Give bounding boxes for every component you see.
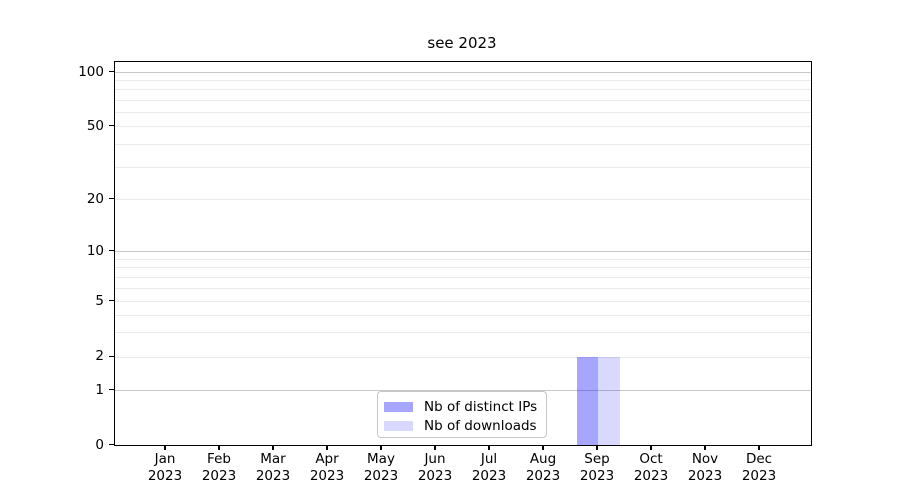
y-tick-mark	[109, 389, 114, 391]
x-tick-mark	[272, 445, 274, 450]
minor-gridline	[115, 99, 811, 101]
minor-gridline	[115, 267, 811, 269]
minor-gridline	[115, 301, 811, 302]
x-tick-mark	[488, 445, 490, 450]
minor-gridline	[115, 143, 811, 145]
x-tick-label: Jul 2023	[471, 451, 507, 484]
x-tick-label: Nov 2023	[687, 451, 723, 484]
minor-gridline	[115, 276, 811, 278]
minor-gridline	[115, 287, 811, 289]
x-tick-mark	[380, 445, 382, 450]
y-tick-mark	[109, 355, 114, 357]
chart-title: see 2023	[427, 34, 497, 52]
x-tick-label: Jan 2023	[147, 451, 183, 484]
legend-row-distinct-ips: Nb of distinct IPs	[384, 397, 546, 416]
legend-row-downloads: Nb of downloads	[384, 416, 546, 435]
legend: Nb of distinct IPs Nb of downloads	[377, 391, 547, 438]
x-tick-mark	[758, 445, 760, 450]
x-tick-label: May 2023	[363, 451, 399, 484]
x-tick-mark	[650, 445, 652, 450]
y-tick-label: 2	[95, 348, 104, 364]
bar-nb-of-downloads	[598, 356, 620, 445]
y-tick-mark	[109, 198, 114, 200]
minor-gridline	[115, 126, 811, 127]
x-tick-label: Jun 2023	[417, 451, 453, 484]
y-tick-mark	[109, 300, 114, 302]
plot-area	[114, 61, 812, 446]
y-tick-mark	[109, 444, 114, 446]
y-tick-label: 0	[95, 436, 104, 453]
minor-gridline	[115, 199, 811, 200]
x-tick-label: Mar 2023	[255, 451, 291, 484]
minor-gridline	[115, 89, 811, 91]
y-tick-mark	[109, 71, 114, 73]
x-tick-mark	[218, 445, 220, 450]
bar-nb-of-distinct-ips	[576, 356, 598, 445]
y-tick-label: 100	[78, 63, 104, 80]
y-tick-label: 20	[86, 190, 104, 207]
minor-gridline	[115, 80, 811, 82]
y-tick-mark	[109, 125, 114, 127]
minor-gridline	[115, 314, 811, 316]
minor-gridline	[115, 258, 811, 260]
x-tick-mark	[542, 445, 544, 450]
x-tick-mark	[434, 445, 436, 450]
y-tick-label: 1	[95, 381, 104, 398]
y-tick-label: 50	[86, 117, 104, 134]
x-tick-label: Aug 2023	[525, 451, 561, 484]
x-tick-label: Dec 2023	[741, 451, 777, 484]
y-tick-mark	[109, 250, 114, 252]
x-tick-label: Feb 2023	[201, 451, 237, 484]
y-tick-label: 10	[86, 242, 104, 259]
major-gridline	[115, 390, 811, 391]
y-tick-label: 5	[95, 292, 104, 309]
minor-gridline	[115, 356, 811, 358]
minor-gridline	[115, 331, 811, 333]
major-gridline	[115, 72, 811, 73]
legend-label-downloads: Nb of downloads	[424, 417, 537, 434]
x-tick-mark	[704, 445, 706, 450]
legend-swatch-distinct-ips	[384, 401, 413, 412]
legend-label-distinct-ips: Nb of distinct IPs	[424, 398, 538, 415]
x-tick-label: Apr 2023	[309, 451, 345, 484]
x-tick-label: Sep 2023	[579, 451, 615, 484]
x-tick-mark	[596, 445, 598, 450]
minor-gridline	[115, 166, 811, 168]
x-tick-label: Oct 2023	[633, 451, 669, 484]
x-tick-mark	[164, 445, 166, 450]
legend-swatch-downloads	[384, 420, 413, 431]
x-tick-mark	[326, 445, 328, 450]
minor-gridline	[115, 111, 811, 113]
major-gridline	[115, 251, 811, 252]
